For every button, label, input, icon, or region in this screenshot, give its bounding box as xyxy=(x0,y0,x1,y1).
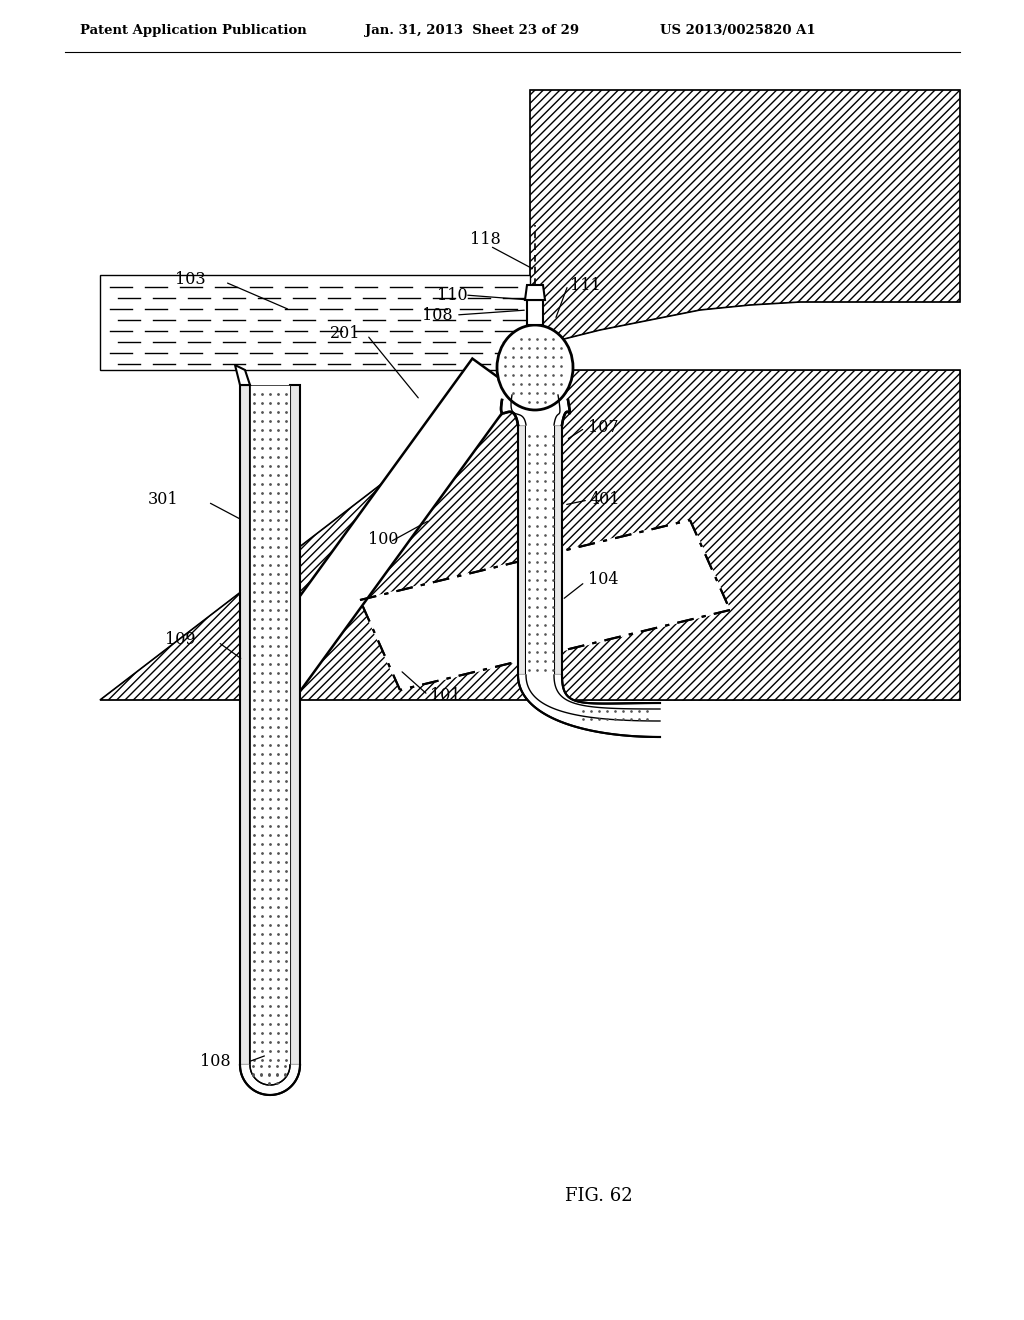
Polygon shape xyxy=(525,285,545,300)
Polygon shape xyxy=(240,1065,300,1096)
Text: 104: 104 xyxy=(588,572,618,589)
Ellipse shape xyxy=(497,325,573,411)
Polygon shape xyxy=(100,275,530,370)
Text: 108: 108 xyxy=(200,1053,230,1071)
Polygon shape xyxy=(527,300,543,325)
Text: 107: 107 xyxy=(588,420,618,437)
Text: US 2013/0025820 A1: US 2013/0025820 A1 xyxy=(660,24,816,37)
Polygon shape xyxy=(501,400,570,425)
Text: 103: 103 xyxy=(175,272,206,289)
Text: Jan. 31, 2013  Sheet 23 of 29: Jan. 31, 2013 Sheet 23 of 29 xyxy=(365,24,580,37)
Text: FIG. 62: FIG. 62 xyxy=(565,1187,633,1205)
Polygon shape xyxy=(100,370,530,700)
Text: 401: 401 xyxy=(590,491,621,508)
Polygon shape xyxy=(240,385,250,1065)
Polygon shape xyxy=(290,385,300,1065)
Polygon shape xyxy=(518,425,526,675)
Polygon shape xyxy=(526,425,554,675)
Polygon shape xyxy=(234,366,250,385)
Text: 110: 110 xyxy=(437,286,468,304)
Text: 108: 108 xyxy=(422,306,453,323)
Text: 118: 118 xyxy=(470,231,501,248)
Text: Patent Application Publication: Patent Application Publication xyxy=(80,24,307,37)
Text: 109: 109 xyxy=(165,631,196,648)
Polygon shape xyxy=(530,370,961,700)
Polygon shape xyxy=(360,520,730,690)
Polygon shape xyxy=(554,425,562,675)
Text: 301: 301 xyxy=(148,491,178,508)
Text: 111: 111 xyxy=(570,276,601,293)
Polygon shape xyxy=(248,359,518,701)
Polygon shape xyxy=(518,675,660,737)
Text: 201: 201 xyxy=(330,325,360,342)
Polygon shape xyxy=(530,90,961,360)
Text: 101: 101 xyxy=(430,686,461,704)
Polygon shape xyxy=(250,385,290,1065)
Text: 100: 100 xyxy=(368,532,398,549)
